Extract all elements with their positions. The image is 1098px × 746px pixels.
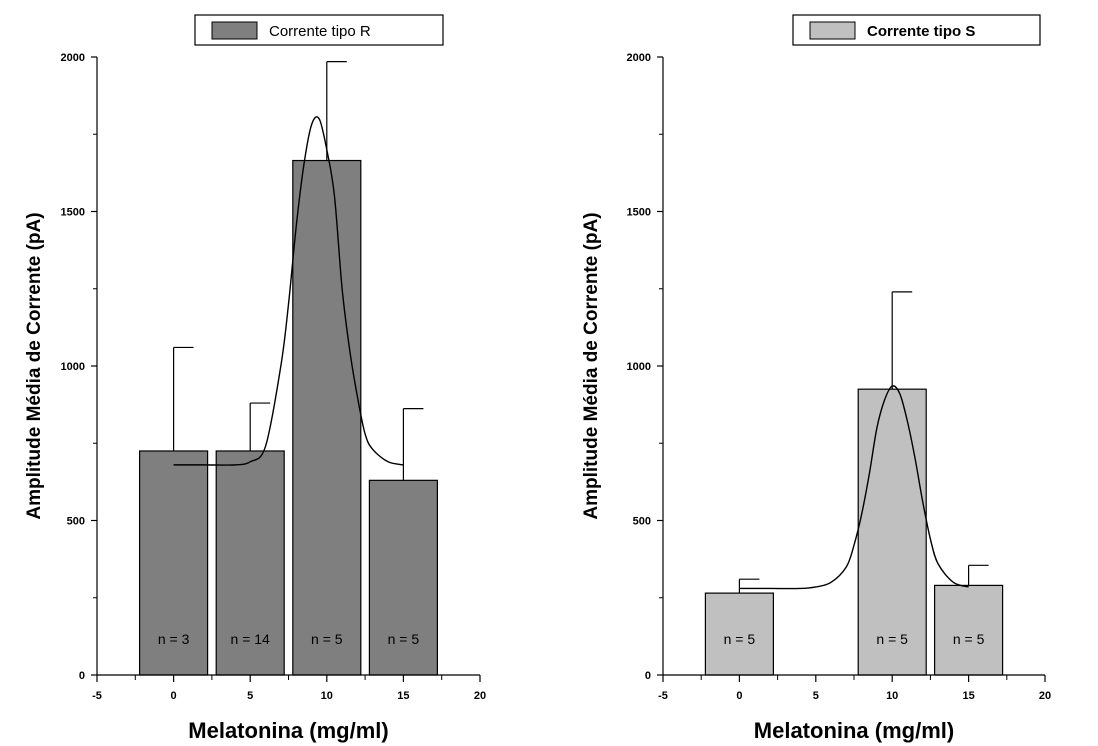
y-tick-label: 1000 bbox=[61, 361, 85, 373]
y-tick-label: 0 bbox=[645, 670, 651, 682]
legend: Corrente tipo S bbox=[792, 14, 1041, 46]
x-tick-label: 5 bbox=[813, 690, 819, 702]
n-label: n = 5 bbox=[724, 631, 756, 647]
y-tick-label: 2000 bbox=[627, 52, 651, 64]
x-tick-label: -5 bbox=[92, 690, 102, 702]
bar-group: n = 5 bbox=[704, 578, 775, 676]
n-label: n = 5 bbox=[388, 631, 420, 647]
bar bbox=[857, 388, 927, 676]
n-label: n = 5 bbox=[311, 631, 343, 647]
chart-corrente-s: Corrente tipo S n = 5 n = 5 n = 5 0 500 1000 15… bbox=[581, 14, 1051, 743]
x-tick-label: 5 bbox=[247, 690, 253, 702]
x-tick-label: 0 bbox=[736, 690, 742, 702]
x-tick-label: 0 bbox=[171, 690, 177, 702]
bar-group: n = 5 bbox=[933, 564, 1004, 676]
y-tick-label: 500 bbox=[67, 516, 85, 528]
y-tick-label: 1000 bbox=[627, 361, 651, 373]
y-tick-label: 500 bbox=[633, 516, 651, 528]
bar bbox=[215, 450, 285, 676]
bar-group: n = 3 bbox=[139, 346, 209, 676]
chart-corrente-r: Corrente tipo R n = 3 n = 14 n = 5 n = 5 0 500… bbox=[24, 14, 486, 743]
legend-label: Corrente tipo R bbox=[269, 23, 371, 40]
y-tick-label: 0 bbox=[79, 670, 85, 682]
bar bbox=[704, 592, 775, 676]
y-tick-label: 2000 bbox=[61, 52, 85, 64]
bar-group: n = 5 bbox=[857, 291, 927, 676]
x-axis-title: Melatonina (mg/ml) bbox=[754, 718, 954, 743]
n-label: n = 3 bbox=[158, 631, 190, 647]
x-tick-label: 10 bbox=[321, 690, 333, 702]
x-tick-label: -5 bbox=[658, 690, 668, 702]
legend-label: Corrente tipo S bbox=[867, 23, 975, 40]
bar-group: n = 14 bbox=[215, 402, 285, 676]
bar-group: n = 5 bbox=[292, 61, 362, 676]
n-label: n = 14 bbox=[231, 631, 271, 647]
x-tick-label: 20 bbox=[474, 690, 486, 702]
y-axis-title: Amplitude Média de Corrente (pA) bbox=[24, 212, 45, 519]
y-tick-label: 1500 bbox=[627, 207, 651, 219]
bar bbox=[139, 450, 209, 676]
x-axis-title: Melatonina (mg/ml) bbox=[188, 718, 388, 743]
fit-curve bbox=[739, 385, 969, 590]
fit-curve bbox=[173, 116, 404, 466]
x-tick-label: 15 bbox=[397, 690, 409, 702]
x-tick-label: 15 bbox=[962, 690, 974, 702]
bar bbox=[292, 159, 362, 676]
legend: Corrente tipo R bbox=[194, 14, 444, 46]
legend-swatch bbox=[809, 21, 856, 40]
legend-swatch bbox=[211, 21, 258, 40]
n-label: n = 5 bbox=[876, 631, 908, 647]
bar-group: n = 5 bbox=[368, 408, 438, 676]
x-tick-label: 20 bbox=[1039, 690, 1051, 702]
y-axis-title: Amplitude Média de Corrente (pA) bbox=[581, 212, 602, 519]
x-tick-label: 10 bbox=[886, 690, 898, 702]
n-label: n = 5 bbox=[953, 631, 985, 647]
y-tick-label: 1500 bbox=[61, 207, 85, 219]
